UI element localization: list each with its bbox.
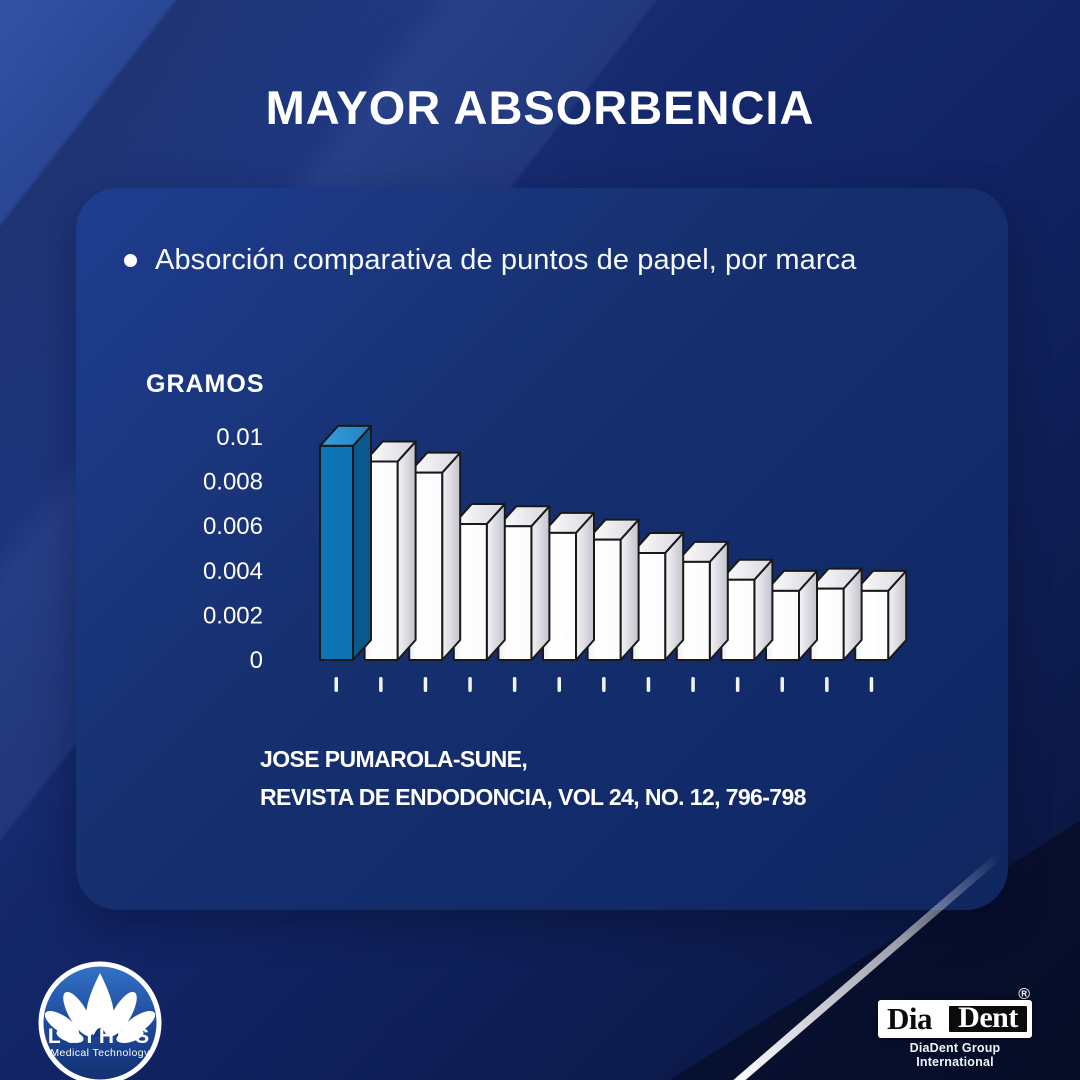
- y-tick-label: 0.008: [203, 469, 263, 496]
- bar: [586, 518, 640, 661]
- y-tick-label: 0.002: [203, 602, 263, 629]
- x-tick-mark: [557, 677, 561, 692]
- bar: [408, 451, 462, 662]
- lothus-tagline: Medical Technology: [50, 1047, 150, 1059]
- x-tick-mark: [512, 677, 517, 692]
- chart-subtitle: Absorción comparativa de puntos de papel…: [155, 244, 857, 276]
- lotus-arch-notch: [93, 1028, 107, 1037]
- page-title: MAYOR ABSORBENCIA: [265, 81, 815, 134]
- bar: [854, 569, 908, 661]
- y-tick-label: 0.01: [216, 424, 263, 451]
- citation-line1: JOSE PUMAROLA-SUNE,: [260, 746, 528, 772]
- x-tick-mark: [468, 677, 472, 692]
- citation: JOSE PUMAROLA-SUNE, REVISTA DE ENDODONCI…: [260, 740, 806, 816]
- lothus-logo: LOTHUS Medical Technology: [38, 961, 162, 1080]
- bar: [809, 567, 863, 661]
- chart-card: Absorción comparativa de puntos de papel…: [76, 188, 1008, 910]
- x-tick-mark: [735, 677, 740, 692]
- diadent-dent-text: Dent: [958, 1000, 1018, 1034]
- diadent-dia-text: Dia: [887, 1001, 933, 1036]
- y-tick-label: 0.004: [203, 558, 263, 585]
- x-tick-mark: [334, 677, 338, 692]
- diagonal-accent-line: [733, 851, 1004, 1080]
- bar: [452, 502, 506, 661]
- citation-line2: REVISTA DE ENDODONCIA, VOL 24, NO. 12, 7…: [260, 784, 806, 810]
- x-tick-mark: [825, 677, 829, 692]
- bar: [675, 540, 729, 662]
- x-tick-mark: [691, 677, 695, 692]
- y-tick-label: 0.006: [203, 513, 263, 540]
- diadent-logo-box: Dia Dent: [878, 1000, 1032, 1038]
- chart-subtitle-row: Absorción comparativa de puntos de papel…: [124, 244, 857, 277]
- bar: [497, 505, 551, 661]
- bar: [720, 558, 774, 661]
- bar: [765, 569, 818, 661]
- y-axis-title: GRAMOS: [146, 370, 265, 398]
- x-tick-mark: [646, 677, 651, 692]
- diadent-caption: DiaDent Group International: [909, 1041, 1001, 1069]
- x-tick-mark: [869, 677, 874, 692]
- x-tick-mark: [780, 677, 784, 692]
- bar: [542, 511, 595, 661]
- bar-chart: GRAMOS 0 0.002 0.004 0.006 0.008 0.01: [146, 370, 908, 692]
- diadent-dent-box: Dent: [949, 1000, 1027, 1034]
- y-tick-label: 0: [250, 647, 263, 674]
- lothus-name: LOTHUS: [48, 1025, 152, 1048]
- bullet-dot: [124, 254, 137, 267]
- x-tick-mark: [379, 677, 383, 692]
- x-tick-mark: [602, 677, 606, 692]
- x-tick-mark: [423, 677, 428, 692]
- lotus-flower-icon: [44, 973, 156, 1043]
- bar: [631, 531, 685, 662]
- registered-mark: ®: [1018, 986, 1030, 1003]
- bar-highlighted: [319, 424, 372, 661]
- bar: [363, 440, 417, 661]
